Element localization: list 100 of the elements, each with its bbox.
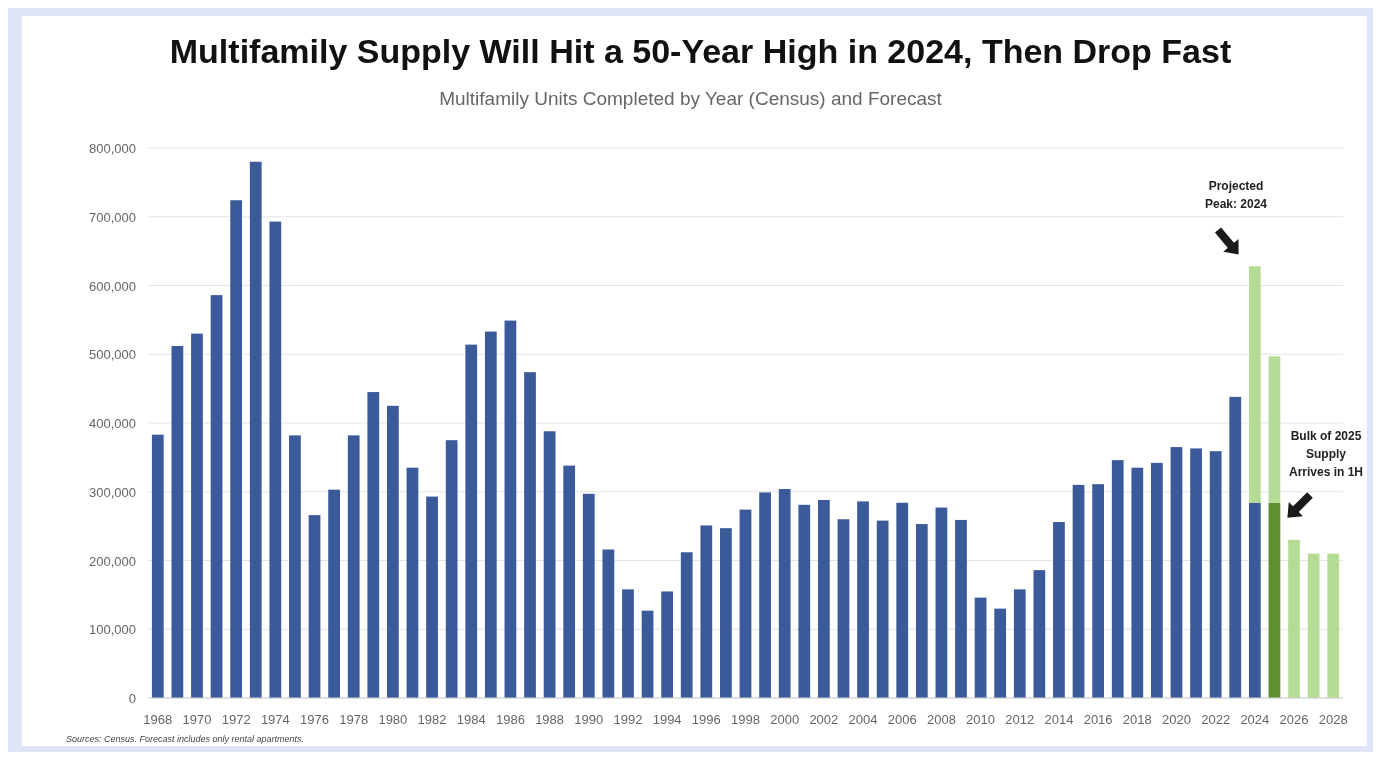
x-tick-label: 1992 (613, 712, 643, 727)
x-tick-label: 1968 (143, 712, 173, 727)
x-tick-label: 2026 (1279, 712, 1309, 727)
x-tick-label: 2022 (1201, 712, 1231, 727)
bar (269, 221, 282, 698)
bar (191, 333, 203, 698)
y-tick-label: 800,000 (89, 141, 136, 156)
bar (1033, 570, 1046, 698)
bar (1072, 484, 1085, 698)
x-tick-label: 1978 (339, 712, 369, 727)
y-tick-label: 200,000 (89, 553, 136, 569)
x-tick-label: 1984 (456, 712, 486, 727)
bar (876, 520, 889, 698)
bar (367, 392, 380, 698)
bar (1013, 589, 1026, 698)
bar (445, 440, 458, 698)
bar (1248, 266, 1261, 503)
bar (1307, 553, 1320, 698)
bar (543, 431, 556, 698)
x-tick-label: 2020 (1162, 712, 1191, 727)
x-tick-label: 1980 (378, 712, 408, 727)
bar (230, 200, 243, 698)
x-tick-label: 1994 (652, 712, 682, 727)
bar (739, 509, 752, 698)
x-tick-label: 1982 (417, 712, 447, 727)
bar (308, 515, 321, 698)
y-tick-label: 400,000 (89, 416, 136, 431)
x-tick-label: 2002 (809, 712, 839, 727)
bar (857, 501, 869, 698)
x-tick-label: 2008 (926, 712, 956, 727)
bar (347, 435, 360, 698)
y-tick-label: 100,000 (89, 622, 136, 638)
bar (328, 489, 340, 698)
bar (837, 519, 850, 698)
x-tick-label: 1996 (691, 712, 721, 727)
source-note: Sources: Census. Forecast includes only rental apartments. (66, 734, 305, 744)
bar (641, 610, 654, 698)
bar (249, 161, 262, 698)
bar (563, 465, 576, 698)
bar (387, 405, 399, 698)
bar (1092, 484, 1104, 698)
x-tick-label: 2010 (966, 712, 996, 727)
bar (1111, 460, 1124, 698)
bar (1248, 502, 1261, 698)
bar (524, 372, 536, 698)
bar (1327, 553, 1340, 698)
x-tick-label: 2000 (770, 712, 800, 727)
x-tick-label: 1972 (221, 712, 251, 727)
x-tick-label: 1974 (260, 712, 290, 727)
bar (1151, 462, 1163, 698)
x-tick-label: 1988 (535, 712, 565, 727)
x-tick-label: 1970 (182, 712, 212, 727)
x-tick-label: 2024 (1240, 712, 1270, 727)
bar (406, 467, 419, 698)
bar (151, 434, 164, 698)
bar (896, 502, 909, 698)
bar (817, 500, 830, 698)
bar (1170, 447, 1183, 698)
x-tick-label: 2004 (848, 712, 878, 727)
bar (1131, 467, 1144, 698)
bar (602, 549, 615, 698)
chart-subtitle: Multifamily Units Completed by Year (Census) and Forecast (439, 88, 943, 109)
y-tick-label: 0 (128, 691, 136, 706)
bar (1053, 522, 1065, 698)
chart-title: Multifamily Supply Will Hit a 50-Year High in 2024, Then Drop Fast (169, 32, 1232, 70)
bar (1268, 502, 1281, 698)
bar (1209, 451, 1222, 698)
bar (289, 435, 301, 698)
bar (622, 589, 634, 698)
bar (759, 492, 771, 698)
x-tick-label: 1976 (300, 712, 329, 727)
x-tick-label: 2028 (1318, 712, 1348, 727)
bar (700, 525, 713, 698)
bar (720, 528, 732, 698)
y-tick-label: 500,000 (89, 347, 136, 363)
bar (210, 295, 223, 698)
bar (484, 331, 497, 698)
bar (935, 507, 948, 698)
x-tick-label: 2012 (1005, 712, 1035, 727)
y-tick-label: 600,000 (89, 278, 136, 294)
bar (171, 346, 184, 698)
bar (1229, 396, 1242, 698)
bar (798, 504, 811, 698)
bar (582, 493, 595, 698)
bar (974, 597, 987, 698)
bar (680, 552, 693, 698)
bar (465, 344, 478, 698)
bar (915, 524, 928, 698)
bar (661, 591, 674, 698)
y-tick-label: 700,000 (89, 209, 136, 225)
x-tick-label: 2006 (887, 712, 917, 727)
bar (778, 489, 791, 698)
x-tick-label: 2016 (1083, 712, 1113, 727)
bar (504, 320, 517, 698)
bar (1268, 356, 1281, 503)
x-tick-label: 2018 (1122, 712, 1152, 727)
x-tick-label: 1990 (574, 712, 604, 727)
bar (955, 519, 967, 698)
bar (426, 496, 438, 698)
bar (1190, 448, 1202, 698)
